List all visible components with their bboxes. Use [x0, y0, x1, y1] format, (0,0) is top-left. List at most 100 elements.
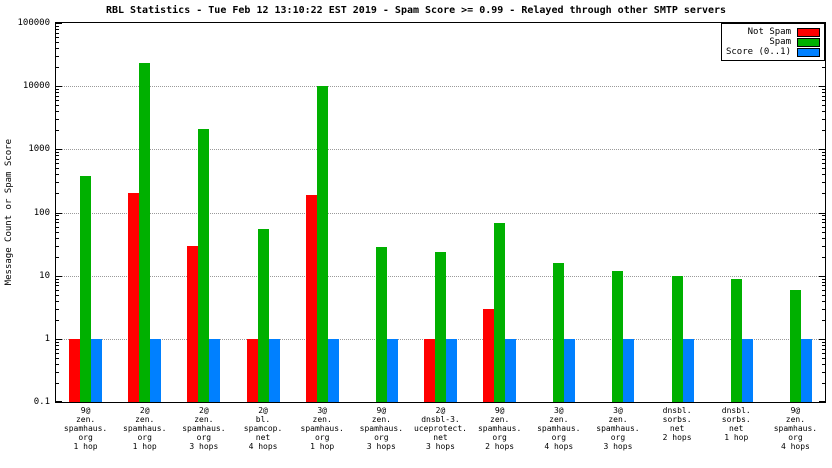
y-minor-tick	[822, 294, 825, 296]
x-tick-label: dnsbl. sorbs. net 2 hops	[648, 406, 707, 442]
y-minor-tick	[822, 382, 825, 384]
x-tick-label-line: spamhaus.	[182, 424, 226, 433]
y-minor-tick	[56, 56, 59, 58]
y-minor-tick	[56, 281, 59, 283]
y-minor-tick	[822, 341, 825, 343]
x-tick-label: 3@ zen. spamhaus. org 4 hops	[529, 406, 588, 451]
x-tick-label-line: org	[78, 433, 93, 442]
y-minor-tick	[56, 119, 59, 121]
y-minor-tick	[56, 155, 59, 157]
y-minor-tick	[822, 89, 825, 91]
x-tick-label-line: net	[255, 433, 271, 442]
bar-score	[327, 338, 339, 402]
y-minor-tick	[822, 168, 825, 170]
y-minor-tick	[56, 245, 59, 247]
x-tick-label-line: 9@	[376, 406, 387, 415]
bar-score	[741, 338, 753, 402]
y-minor-tick	[56, 67, 59, 69]
x-tick-label-line: 3 hops	[603, 442, 633, 451]
y-minor-tick	[56, 37, 59, 38]
y-minor-tick	[56, 174, 59, 176]
y-minor-tick	[822, 130, 825, 132]
x-tick-label-line: 1 hop	[73, 442, 98, 451]
y-minor-tick	[822, 152, 825, 154]
x-tick-label-line: 9@	[494, 406, 505, 415]
y-minor-tick	[56, 357, 59, 359]
y-minor-tick	[56, 152, 59, 154]
bar-score	[800, 338, 812, 402]
y-minor-tick	[822, 300, 825, 302]
legend-swatch	[797, 27, 820, 37]
x-tick-label: 3@ zen. spamhaus. org 1 hop	[293, 406, 352, 451]
x-tick-label-line: zen.	[75, 415, 96, 424]
x-tick-label: 2@ zen. spamhaus. org 1 hop	[115, 406, 174, 451]
x-tick-label-line: bl.	[255, 415, 271, 424]
bar-score	[150, 338, 162, 402]
gridline	[56, 86, 825, 88]
y-minor-tick	[56, 294, 59, 296]
y-tick-label: 10	[39, 270, 50, 281]
bar-spam	[553, 262, 565, 402]
x-tick-label: dnsbl. sorbs. net 1 hop	[707, 406, 766, 442]
y-minor-tick	[56, 100, 59, 102]
bar-not-spam	[128, 193, 140, 402]
x-tick-label: 9@ zen. spamhaus. org 1 hop	[56, 406, 115, 451]
x-tick-label-line: 3 hops	[426, 442, 455, 451]
y-minor-tick	[56, 105, 59, 107]
y-minor-tick	[822, 357, 825, 359]
y-minor-tick	[56, 163, 59, 165]
y-minor-tick	[56, 218, 59, 220]
bar-spam	[316, 86, 328, 402]
bar-spam	[257, 228, 269, 402]
x-tick-label-line: spamhaus.	[537, 424, 581, 433]
y-minor-tick	[56, 344, 59, 346]
y-minor-tick	[56, 226, 59, 228]
x-tick-label-line: 2 hops	[485, 442, 515, 451]
y-tick	[819, 401, 825, 402]
bar-not-spam	[187, 245, 199, 402]
x-tick-label-line: uceprotect.	[414, 424, 467, 433]
y-minor-tick	[822, 159, 825, 161]
y-tick	[819, 275, 825, 277]
x-tick-label-line: 4 hops	[544, 442, 574, 451]
y-minor-tick	[822, 319, 825, 321]
x-tick-label-line: spamhaus.	[300, 424, 344, 433]
y-tick	[819, 149, 825, 151]
y-minor-tick	[56, 256, 59, 258]
x-tick-label-line: 3 hops	[366, 442, 396, 451]
y-minor-tick	[56, 159, 59, 161]
y-tick	[56, 23, 62, 24]
y-minor-tick	[822, 363, 825, 365]
x-tick-label-line: 2@	[258, 406, 268, 415]
gridline	[56, 149, 825, 151]
y-minor-tick	[56, 182, 59, 184]
x-tick-label-line: 4 hops	[780, 442, 810, 451]
plot-area: Not Spam Spam Score (0..1)	[55, 22, 826, 403]
x-tick-label-line: org	[551, 433, 567, 442]
y-minor-tick	[56, 111, 59, 113]
x-tick-label-line: spamhaus.	[359, 424, 404, 433]
x-tick-label-line: zen.	[312, 415, 332, 424]
legend-item: Not Spam	[726, 27, 820, 37]
x-tick-label-line: spamhaus.	[63, 424, 108, 433]
y-minor-tick	[56, 352, 59, 354]
x-tick-label-line: org	[196, 433, 212, 442]
x-tick-label-line: 9@	[790, 406, 801, 415]
x-tick-label-line: dnsbl.	[721, 406, 751, 415]
y-tick	[819, 338, 825, 340]
x-tick-label-line: 3@	[553, 406, 564, 415]
y-tick	[819, 86, 825, 88]
x-tick-label-line: 1 hop	[132, 442, 157, 451]
y-minor-tick	[822, 105, 825, 107]
bar-score	[268, 338, 280, 402]
x-tick-label-line: spamhaus.	[773, 424, 818, 433]
y-minor-tick	[56, 341, 59, 343]
x-tick-label-line: 2@	[199, 406, 209, 415]
y-minor-tick	[822, 237, 825, 239]
y-minor-tick	[822, 352, 825, 354]
bar-spam	[139, 63, 151, 402]
y-tick-label: 0.1	[33, 397, 50, 407]
x-tick-label-line: sorbs.	[721, 415, 751, 424]
y-minor-tick	[56, 382, 59, 384]
